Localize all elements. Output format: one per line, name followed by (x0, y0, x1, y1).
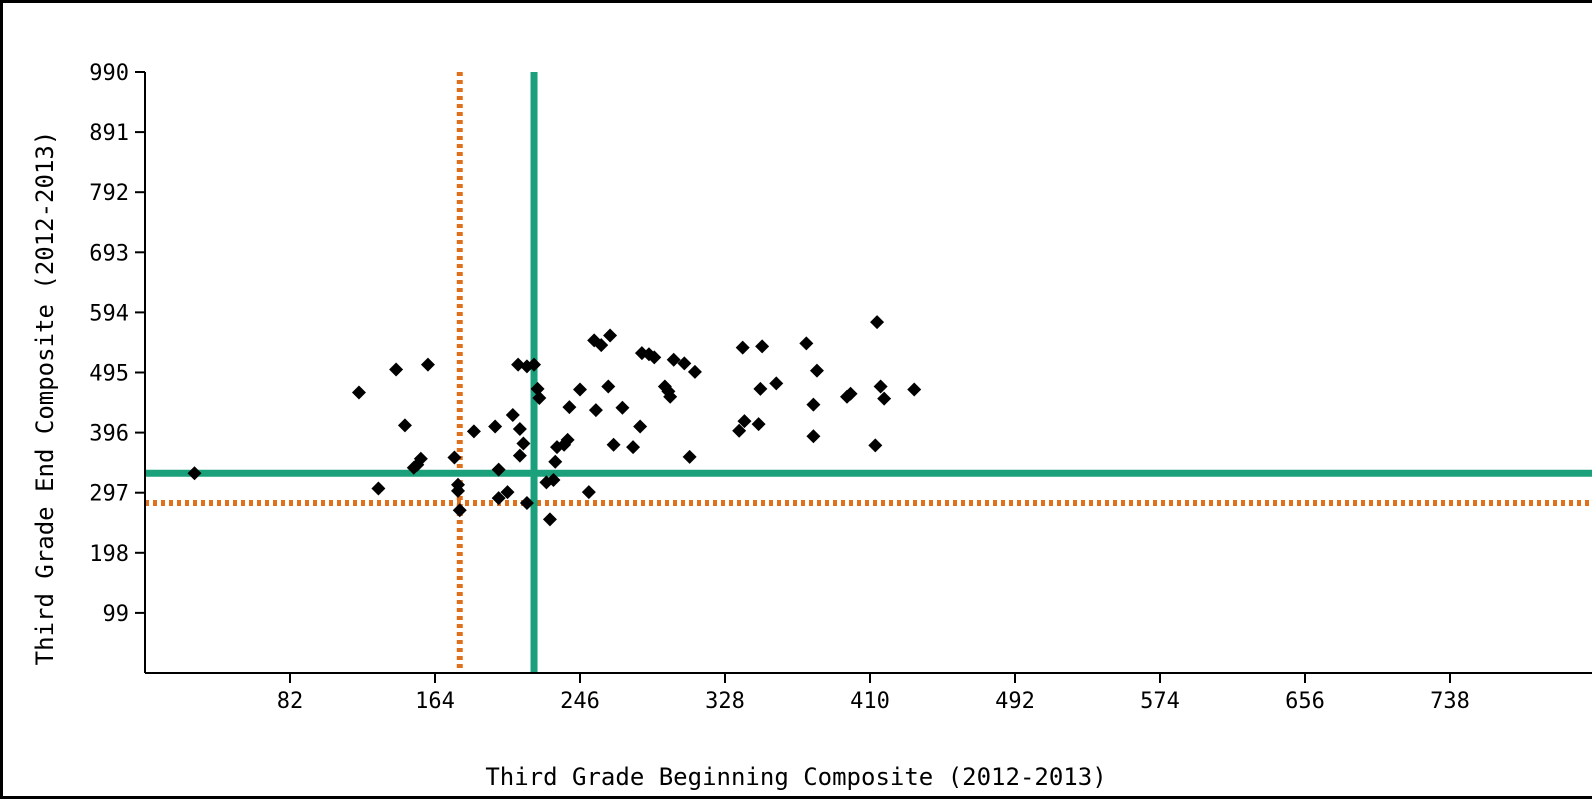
y-tick-label: 693 (89, 241, 129, 266)
data-point (769, 376, 784, 391)
x-ticks: 82 164 246 328 410 492 574 656 738 (277, 673, 1470, 714)
y-tick-label: 792 (89, 181, 129, 206)
data-point (447, 450, 462, 465)
data-point (491, 491, 506, 506)
y-axis-title: Third Grade End Composite (2012-2013) (31, 131, 59, 666)
y-tick-label: 495 (89, 362, 129, 387)
x-tick-label: 574 (1140, 689, 1180, 714)
data-point (187, 466, 202, 481)
data-point (732, 423, 747, 438)
x-axis-title: Third Grade Beginning Composite (2012-20… (485, 763, 1106, 791)
y-tick-label: 990 (89, 61, 129, 86)
data-point (500, 485, 515, 500)
data-point (809, 363, 824, 378)
data-point (606, 437, 621, 452)
x-tick-label: 328 (705, 689, 745, 714)
y-tick-label: 594 (89, 301, 129, 326)
data-point (542, 512, 557, 527)
data-point (546, 472, 561, 487)
data-point (588, 403, 603, 418)
data-point (519, 496, 534, 511)
x-tick-label: 82 (277, 689, 304, 714)
x-tick-label: 164 (415, 689, 455, 714)
data-point (532, 390, 547, 405)
data-point (806, 429, 821, 444)
data-point (581, 485, 596, 500)
data-point (351, 385, 366, 400)
data-point (626, 440, 641, 455)
y-tick-label: 396 (89, 422, 129, 447)
data-point (907, 382, 922, 397)
data-point (573, 382, 588, 397)
data-point (413, 451, 428, 466)
data-point (450, 483, 465, 498)
data-point (452, 503, 467, 518)
data-points (187, 315, 922, 527)
y-tick-label: 891 (89, 121, 129, 146)
data-point (682, 449, 697, 464)
data-point (751, 417, 766, 432)
data-point (755, 339, 770, 354)
data-point (868, 438, 883, 453)
y-ticks: 990 891 792 693 594 495 396 297 198 99 (89, 61, 145, 627)
data-point (488, 419, 503, 434)
scatter-chart: 990 891 792 693 594 495 396 297 198 99 82 164 246 32… (31, 61, 1592, 791)
data-point (753, 381, 768, 396)
data-point (505, 407, 520, 422)
data-point (512, 448, 527, 463)
data-point (530, 381, 545, 396)
data-point (371, 481, 386, 496)
data-point (397, 418, 412, 433)
x-tick-label: 246 (560, 689, 600, 714)
y-tick-label: 198 (89, 542, 129, 567)
data-point (491, 462, 506, 477)
data-point (603, 328, 618, 343)
data-point (843, 386, 858, 401)
data-point (735, 340, 750, 355)
x-tick-label: 656 (1285, 689, 1325, 714)
data-point (877, 391, 892, 406)
data-point (420, 357, 435, 372)
data-point (466, 424, 481, 439)
data-point (594, 338, 609, 353)
x-tick-label: 738 (1430, 689, 1470, 714)
data-point (560, 432, 575, 447)
y-tick-label: 297 (89, 482, 129, 507)
data-point (633, 419, 648, 434)
reference-lines (145, 72, 1592, 673)
data-point (601, 379, 616, 394)
data-point (806, 397, 821, 412)
x-tick-label: 410 (850, 689, 890, 714)
data-point (516, 436, 531, 451)
data-point (511, 357, 526, 372)
x-tick-label: 492 (995, 689, 1035, 714)
data-point (666, 352, 681, 367)
data-point (677, 356, 692, 371)
data-point (527, 357, 542, 372)
data-point (562, 400, 577, 415)
data-point (512, 421, 527, 436)
data-point (687, 364, 702, 379)
data-point (548, 454, 563, 469)
data-point (799, 336, 814, 351)
data-point (663, 389, 678, 404)
data-point (615, 400, 630, 415)
data-point (389, 362, 404, 377)
data-point (737, 414, 752, 429)
axes (144, 72, 1592, 674)
data-point (647, 350, 662, 365)
y-tick-label: 99 (103, 602, 130, 627)
data-point (873, 379, 888, 394)
data-point (870, 315, 885, 330)
